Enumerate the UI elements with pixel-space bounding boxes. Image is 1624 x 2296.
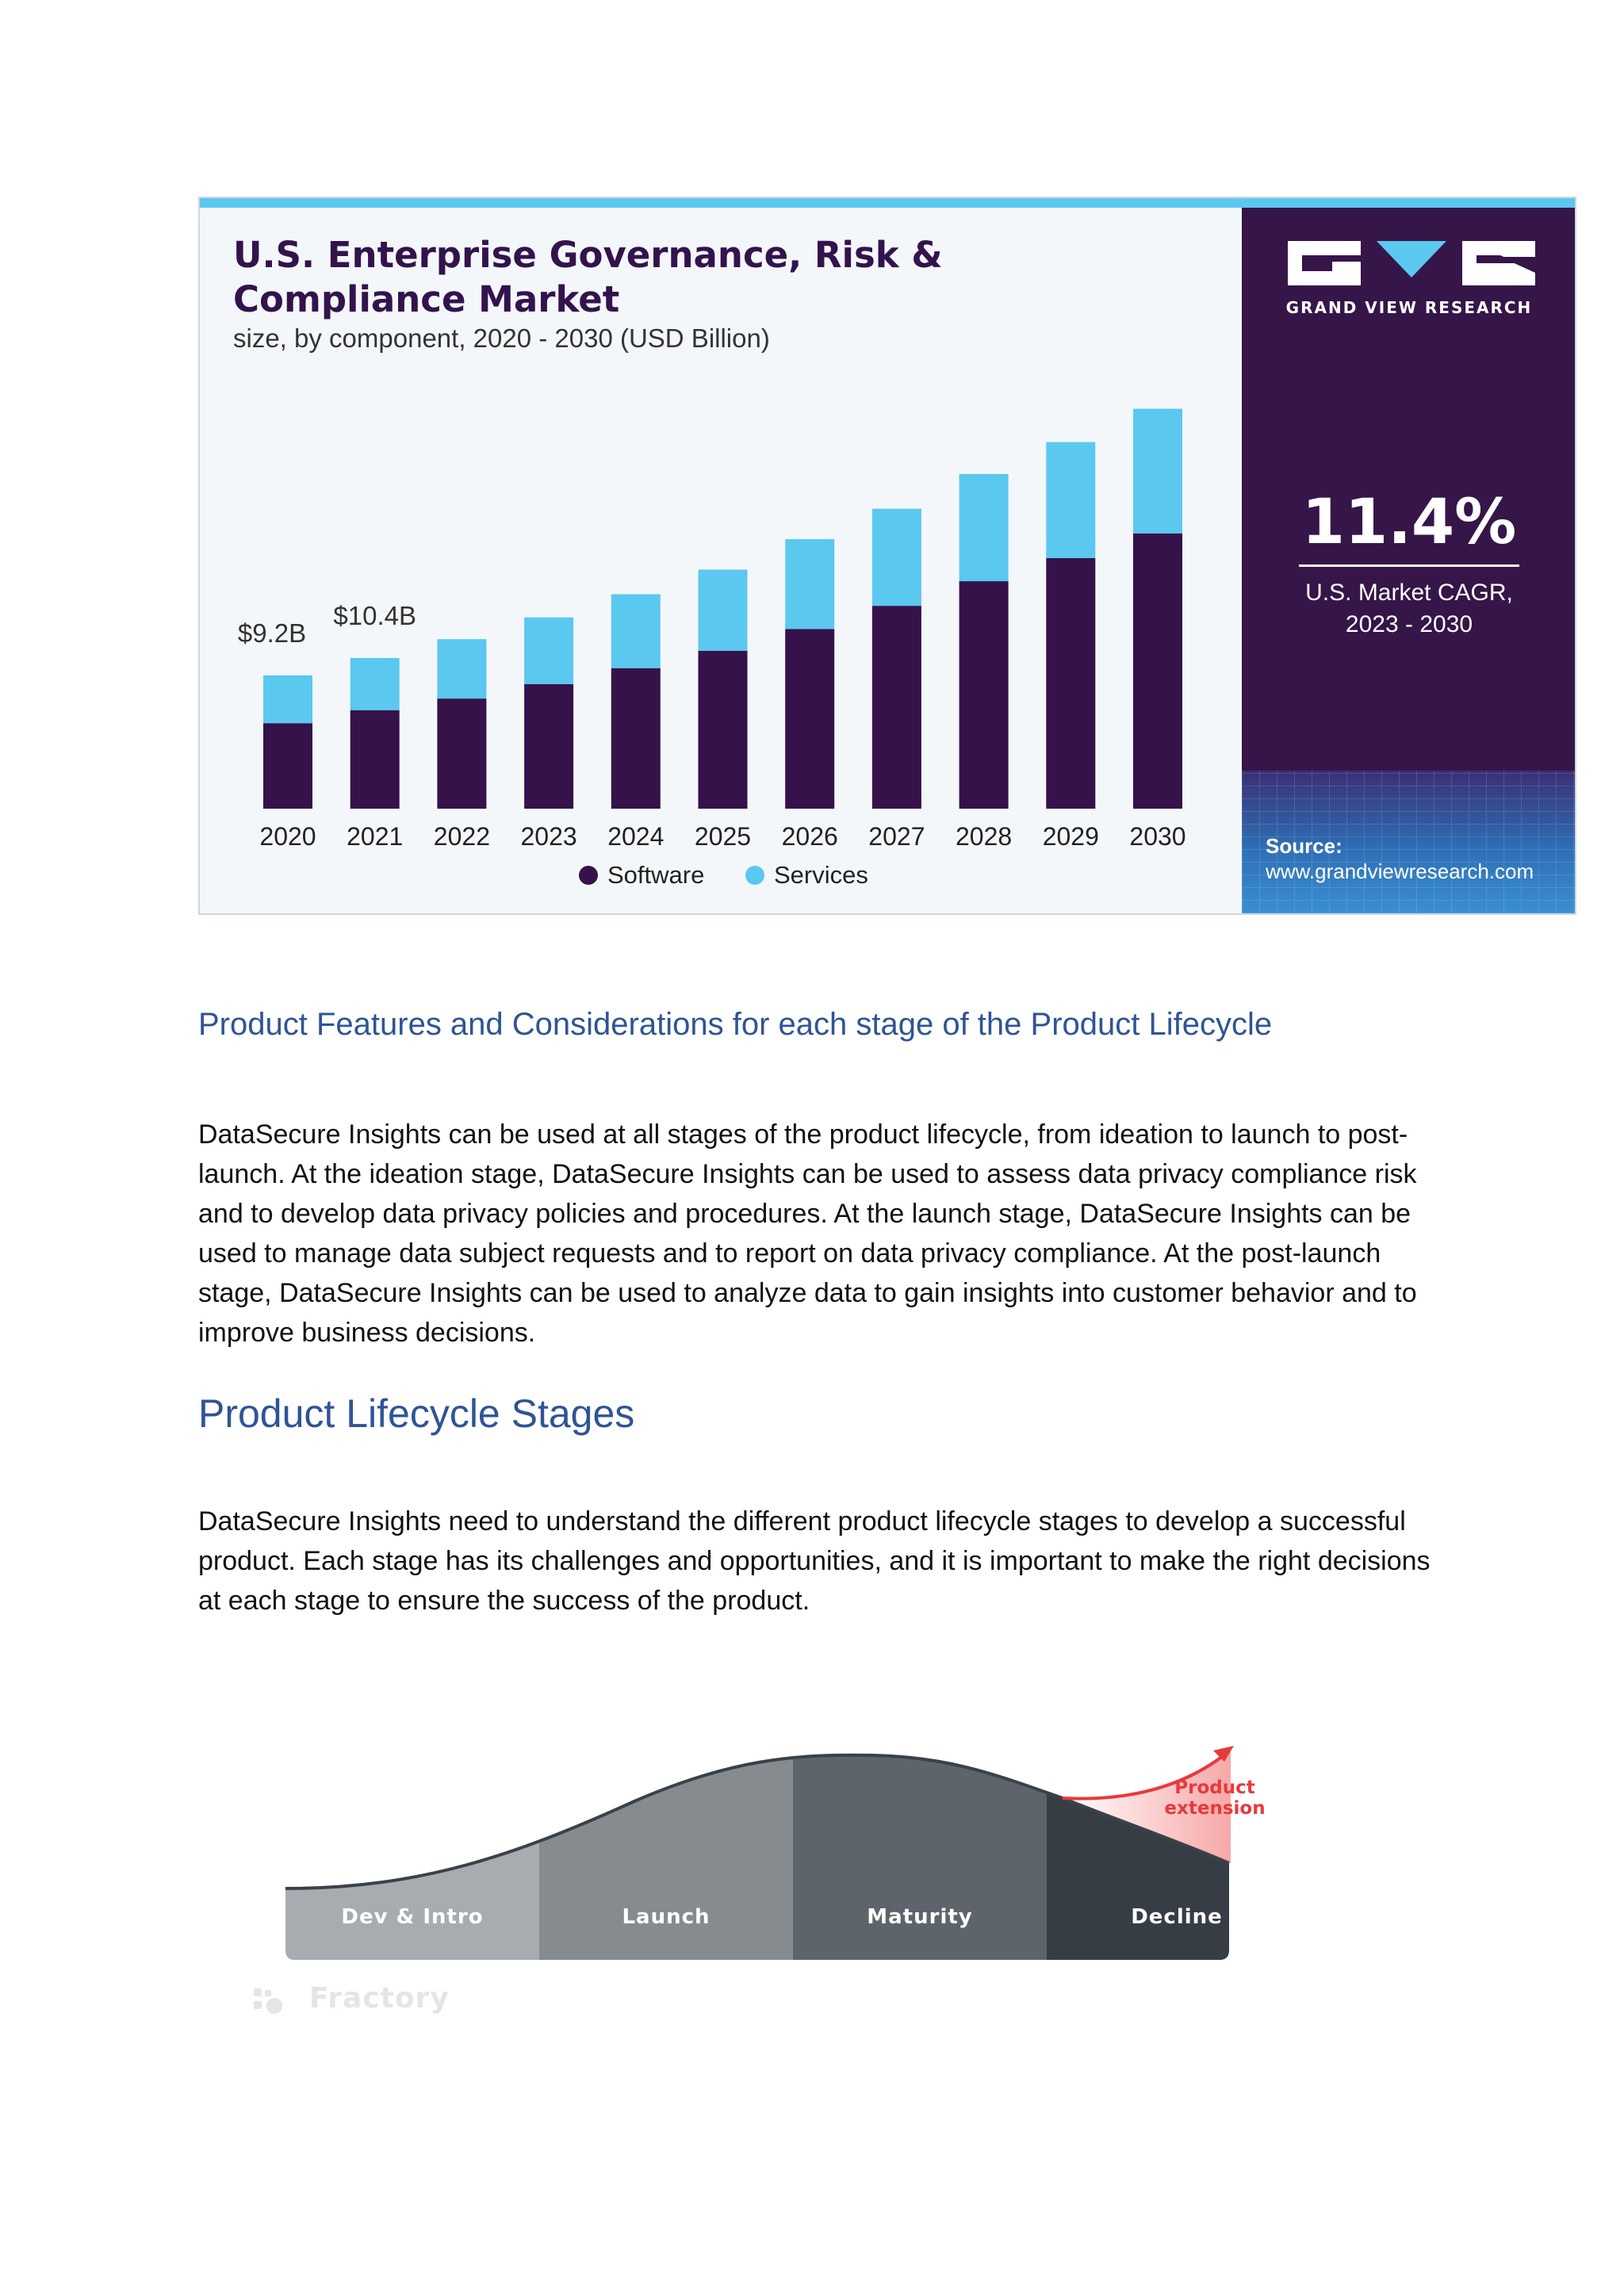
bar-software-2028 xyxy=(959,581,1009,809)
x-tick-label: 2025 xyxy=(695,822,751,851)
bar-services-2025 xyxy=(698,569,748,651)
bar-services-2020 xyxy=(263,675,312,724)
bar-services-2021 xyxy=(350,657,400,710)
x-tick-label: 2022 xyxy=(434,822,490,851)
bar-services-2029 xyxy=(1046,442,1096,558)
cagr-label-line1: U.S. Market CAGR, xyxy=(1305,580,1513,606)
cagr-label: U.S. Market CAGR, 2023 - 2030 xyxy=(1242,577,1575,641)
features-heading: Product Features and Considerations for … xyxy=(198,1007,1273,1042)
legend-marker-software xyxy=(579,866,598,885)
x-tick-label: 2030 xyxy=(1129,822,1185,851)
bar-software-2021 xyxy=(350,710,400,809)
bar-services-2022 xyxy=(437,639,487,699)
lifecycle-diagram: Dev & Intro Launch Maturity Decline Prod… xyxy=(285,1746,1266,1961)
bar-services-2026 xyxy=(785,539,835,629)
stages-paragraph: DataSecure Insights need to understand t… xyxy=(198,1506,1431,1616)
chart-subtitle: size, by component, 2020 - 2030 (USD Bil… xyxy=(233,323,770,353)
decorative-grid xyxy=(1242,771,1575,913)
bar-software-2022 xyxy=(437,698,487,809)
x-tick-label: 2026 xyxy=(782,822,838,851)
bar-software-2023 xyxy=(524,683,574,809)
data-label-2020: $9.2B xyxy=(238,618,306,648)
accent-bar xyxy=(200,198,1575,208)
bar-services-2024 xyxy=(611,594,661,668)
bar-software-2029 xyxy=(1046,557,1096,809)
data-label-2021: $10.4B xyxy=(333,601,416,630)
chart-title-line2: Compliance Market xyxy=(233,278,620,320)
features-paragraph: DataSecure Insights can be used at all s… xyxy=(198,1119,1417,1348)
x-tick-label: 2023 xyxy=(521,822,577,851)
brand-name: GRAND VIEW RESEARCH xyxy=(1285,298,1533,317)
stacked-bar-chart: 2020 2021 2022 2023 2024 2025 2026 2027 2028 2029… xyxy=(238,408,1186,889)
x-tick-label: 2021 xyxy=(347,822,403,851)
stage-label-decline: Decline xyxy=(1131,1905,1223,1929)
stages-heading: Product Lifecycle Stages xyxy=(198,1391,635,1436)
x-tick-label: 2020 xyxy=(259,822,316,851)
bar-software-2025 xyxy=(698,650,748,809)
stage-label-launch: Launch xyxy=(622,1905,710,1929)
source-panel xyxy=(1242,771,1575,913)
bar-software-2026 xyxy=(785,629,835,809)
x-tick-label: 2028 xyxy=(956,822,1012,851)
x-tick-label: 2027 xyxy=(868,822,925,851)
bar-software-2030 xyxy=(1133,533,1182,809)
lifecycle-curve xyxy=(285,1753,1230,1890)
x-tick-label: 2029 xyxy=(1043,822,1099,851)
cagr-value: 11.4% xyxy=(1301,487,1517,558)
legend-label-software: Software xyxy=(607,861,704,889)
legend-marker-services xyxy=(745,866,764,885)
extension-label-line2: extension xyxy=(1164,1798,1265,1819)
chart-title-line1: U.S. Enterprise Governance, Risk & xyxy=(233,234,943,276)
bar-software-2027 xyxy=(871,606,921,809)
bar-services-2028 xyxy=(959,473,1009,582)
brand-panel: GRAND VIEW RESEARCH 11.4% U.S. Market CA… xyxy=(1242,208,1575,913)
gvr-logo-icon xyxy=(1288,241,1535,285)
extension-curve xyxy=(1062,1752,1228,1800)
cagr-label-line2: 2023 - 2030 xyxy=(1345,611,1473,637)
source-url[interactable]: www.grandviewresearch.com xyxy=(1266,859,1534,883)
chart-title: U.S. Enterprise Governance, Risk & Compl… xyxy=(233,233,1185,322)
stage-label-dev-intro: Dev & Intro xyxy=(341,1905,483,1929)
market-chart-card: U.S. Enterprise Governance, Risk & Compl… xyxy=(198,197,1576,915)
extension-arrow-icon xyxy=(1213,1746,1234,1762)
bar-services-2030 xyxy=(1133,408,1182,534)
fractory-watermark: Fractory xyxy=(309,1982,450,2015)
stage-maturity-fill xyxy=(793,1755,1047,1961)
legend-label-services: Services xyxy=(774,861,868,889)
x-tick-label: 2024 xyxy=(607,822,664,851)
source-label: Source: xyxy=(1266,834,1342,858)
bar-services-2027 xyxy=(871,508,921,607)
fractory-logo-icon xyxy=(254,1988,282,2014)
stage-label-maturity: Maturity xyxy=(867,1905,972,1929)
extension-label-line1: Product xyxy=(1174,1777,1254,1798)
cagr-divider xyxy=(1299,564,1519,567)
bar-services-2023 xyxy=(524,617,574,684)
bar-software-2024 xyxy=(611,668,661,809)
bar-software-2020 xyxy=(263,723,312,809)
